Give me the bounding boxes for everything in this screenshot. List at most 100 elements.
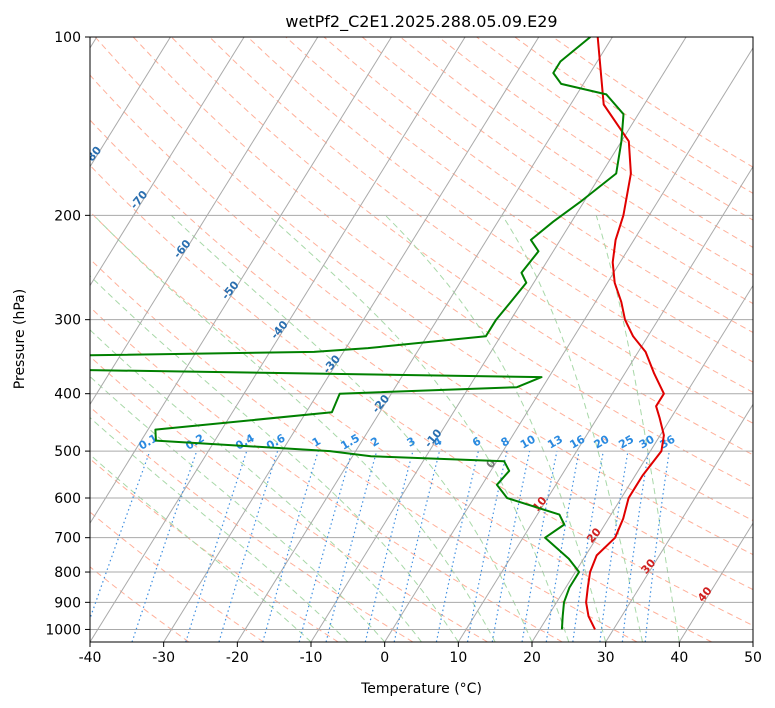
dry-adiabat: [90, 355, 488, 642]
isotherm-label: -70: [128, 188, 151, 212]
dry-adiabat: [438, 37, 753, 248]
dry-adiabat: [285, 37, 753, 363]
x-tick-label: -30: [152, 650, 175, 666]
isotherm-line: [90, 37, 245, 287]
mixing-ratio-label: 3: [405, 435, 418, 450]
y-tick-label: 800: [54, 565, 81, 581]
isotherm-line: [90, 37, 392, 525]
x-tick-label: -20: [226, 650, 249, 666]
x-tick-label: 0: [380, 650, 389, 666]
mixing-ratio-line: [599, 450, 629, 642]
isotherm-line: [531, 284, 753, 642]
background-lines: [90, 37, 753, 642]
mixing-ratio-line: [435, 450, 479, 642]
mixing-ratio-label: 16: [567, 432, 587, 451]
y-axis-label: Pressure (hPa): [12, 289, 28, 389]
isotherm-label: -90: [35, 100, 58, 124]
mixing-ratio-line: [491, 450, 531, 642]
moist-adiabat: [90, 329, 422, 642]
mixing-ratio-line: [131, 450, 198, 642]
x-tick-label: 40: [670, 650, 688, 666]
mixing-ratio-line: [572, 450, 604, 642]
dry-adiabat: [90, 566, 190, 642]
isotherm-line: [457, 165, 753, 642]
mixing-ratio-label: 13: [545, 433, 565, 452]
x-tick-label: 20: [523, 650, 541, 666]
plot-frame: [89, 36, 754, 643]
moist-adiabat: [501, 215, 643, 642]
y-tick-label: 300: [54, 313, 81, 329]
y-tick-label: 200: [54, 208, 81, 224]
mixing-ratio-line: [621, 451, 650, 642]
moist-adiabat: [93, 214, 496, 642]
dry-adiabat: [90, 74, 753, 556]
chart-title: wetPf2_C2E1.2025.288.05.09.E29: [285, 12, 557, 32]
mixing-ratio-line: [185, 450, 248, 642]
temperature-profile-line: [585, 37, 665, 630]
isotherm-line: [310, 37, 687, 642]
isotherm-line: [90, 37, 319, 406]
y-tick-label: 1000: [45, 622, 81, 638]
isotherm-label: 40: [695, 584, 715, 604]
mixing-ratio-line: [262, 450, 319, 642]
moist-adiabat: [385, 214, 607, 642]
y-tick-label: 900: [54, 595, 81, 611]
x-tick-label: 30: [597, 650, 615, 666]
y-tick-label: 700: [54, 531, 81, 547]
moist-adiabat: [90, 275, 459, 642]
mixing-ratio-label: 0.4: [233, 431, 257, 452]
mixing-ratio-label: 1.5: [338, 432, 361, 453]
isotherm-label: -80: [81, 144, 104, 168]
y-tick-label: 600: [54, 491, 81, 507]
y-tick-label: 100: [54, 30, 81, 46]
isotherm-label: 30: [639, 556, 659, 576]
dry-adiabat: [90, 164, 753, 627]
isotherm-line: [163, 37, 540, 642]
dry-adiabat: [90, 458, 339, 642]
y-tick-label: 400: [54, 387, 81, 403]
mixing-ratio-line: [466, 450, 508, 642]
isotherm-label: 0: [484, 456, 499, 470]
dewpoint-profile-line: [90, 37, 625, 630]
dry-adiabat: [361, 37, 753, 305]
mixing-ratio-line: [644, 451, 670, 642]
sounding-profiles: [90, 37, 665, 630]
isotherm-label: 20: [584, 525, 604, 545]
mixing-ratio-label: 25: [616, 433, 636, 452]
dry-adiabat: [90, 306, 563, 642]
moist-adiabat: [90, 375, 386, 642]
dry-adiabat: [476, 37, 753, 221]
dry-adiabat: [90, 258, 638, 642]
mixing-ratio-label: 2: [368, 435, 381, 450]
y-tick-label: 500: [54, 444, 81, 460]
mixing-ratio-label: 1: [310, 435, 323, 450]
dry-adiabat: [209, 37, 753, 424]
isotherm-line: [605, 403, 753, 642]
x-tick-label: 10: [449, 650, 467, 666]
mixing-ratio-label: 20: [592, 432, 612, 451]
isotherm-line: [90, 37, 171, 168]
isotherm-label: -60: [171, 237, 194, 261]
isotherm-line: [90, 37, 466, 642]
x-tick-label: 50: [744, 650, 762, 666]
dry-adiabat: [247, 37, 753, 393]
dry-adiabat: [90, 511, 264, 642]
isotherm-line: [678, 522, 753, 642]
isotherm-label: -20: [369, 392, 392, 416]
isotherm-line: [236, 37, 613, 642]
mixing-ratio-line: [364, 450, 414, 642]
mixing-ratio-line: [521, 450, 558, 642]
axis-ticks: -40 -30 -20 -10 0 10 20 30 40 5010020030040050060…: [45, 30, 762, 666]
mixing-ratio-line: [218, 450, 279, 642]
dry-adiabat: [90, 211, 712, 642]
moist-adiabat: [90, 416, 349, 642]
moist-adiabat: [268, 214, 570, 642]
dry-adiabat: [323, 37, 753, 334]
mixing-ratio-line: [393, 450, 441, 642]
isotherm-label: -100: [0, 44, 19, 74]
mixing-ratio-label: 10: [518, 432, 538, 451]
mixing-ratio-line: [90, 450, 151, 621]
mixing-ratio-label: 8: [499, 435, 512, 450]
isotherm-label: -50: [219, 278, 242, 302]
